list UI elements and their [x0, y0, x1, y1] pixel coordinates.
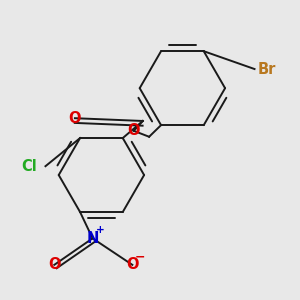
Text: +: + [96, 225, 104, 236]
Text: O: O [48, 257, 61, 272]
Text: Cl: Cl [21, 159, 37, 174]
Text: O: O [128, 123, 140, 138]
Text: −: − [135, 251, 145, 264]
Text: O: O [126, 257, 139, 272]
Text: O: O [69, 111, 81, 126]
Text: Br: Br [257, 61, 276, 76]
Text: N: N [86, 231, 99, 246]
